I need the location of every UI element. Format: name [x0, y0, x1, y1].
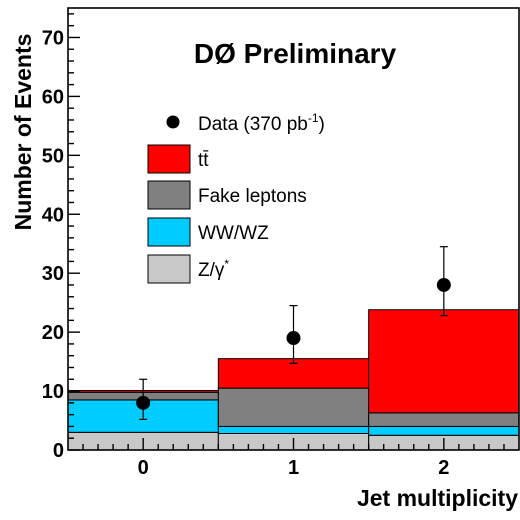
- legend-data-label: Data (370 pb-1): [198, 111, 325, 135]
- x-tick-label-2: 2: [438, 457, 449, 479]
- x-axis-label: Jet multiplicity: [357, 485, 518, 511]
- x-tick-label-1: 1: [288, 457, 299, 479]
- x-tick-label-0: 0: [138, 457, 149, 479]
- legend: Data (370 pb-1) tt̄ Fake leptons WW/WZ Z…: [147, 111, 325, 284]
- legend-data-marker: [166, 115, 180, 129]
- legend-wwwz-swatch: [147, 217, 191, 247]
- legend-ttbar-label: tt̄: [198, 150, 209, 171]
- data-point-1: [286, 331, 301, 346]
- bar-series-2-bin-1: [217, 387, 370, 427]
- data-point-2: [436, 277, 451, 292]
- bar-series-1-bin-1: [217, 425, 370, 434]
- y-tick-label-0: 0: [53, 440, 64, 462]
- legend-wwwz-label: WW/WZ: [198, 223, 269, 244]
- y-tick-label-10: 10: [42, 381, 64, 403]
- y-tick-label-70: 70: [42, 27, 64, 49]
- bar-series-2-bin-2: [368, 412, 520, 427]
- axes: 0 10 20 30 40 50 60 70 0 1 2: [42, 7, 520, 479]
- legend-zgamma-label: Z/γ*: [198, 257, 229, 281]
- bar-series-3-bin-2: [368, 309, 520, 414]
- chart-title: DØ Preliminary: [194, 38, 397, 69]
- legend-fake-label: Fake leptons: [198, 186, 307, 207]
- data-point-0: [136, 395, 151, 410]
- legend-zgamma-swatch: [147, 254, 191, 284]
- y-tick-label-20: 20: [42, 322, 64, 344]
- y-tick-label-50: 50: [42, 145, 64, 167]
- y-tick-label-40: 40: [42, 204, 64, 226]
- bar-series-1-bin-2: [368, 425, 520, 436]
- legend-ttbar-swatch: [147, 144, 191, 174]
- y-tick-label-30: 30: [42, 263, 64, 285]
- y-axis-label: Number of Events: [10, 34, 36, 231]
- y-tick-label-60: 60: [42, 86, 64, 108]
- data-points: [136, 246, 451, 420]
- legend-fake-swatch: [147, 180, 191, 210]
